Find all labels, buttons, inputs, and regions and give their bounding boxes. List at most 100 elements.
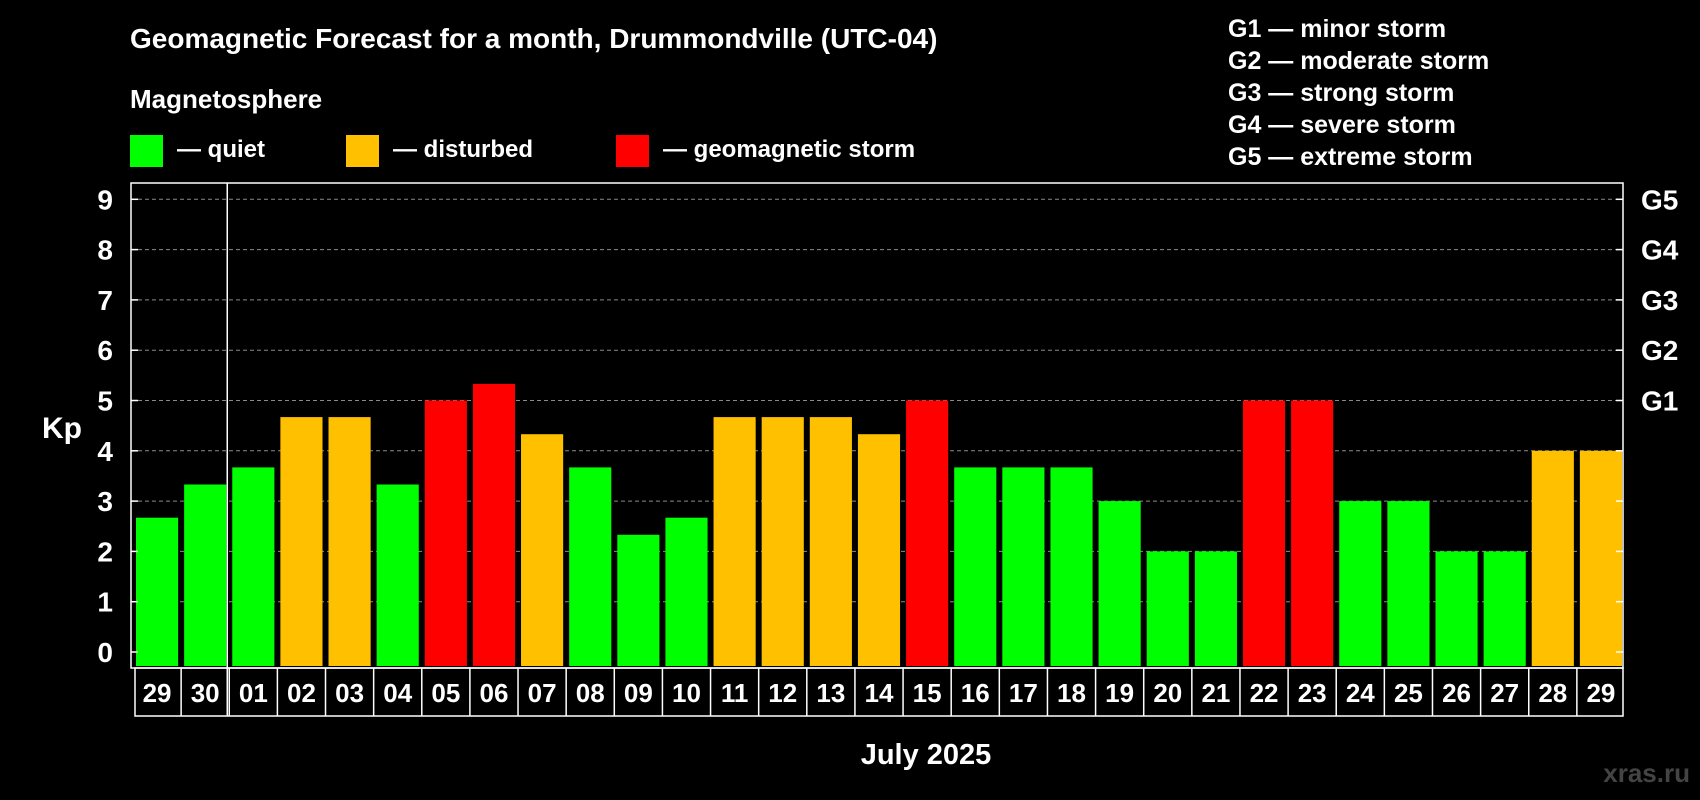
bar-10 (569, 467, 612, 666)
x-tick-label: 21 (1201, 678, 1230, 708)
x-tick-label: 25 (1394, 678, 1423, 708)
bar-15 (809, 417, 852, 666)
bar-5 (328, 417, 371, 666)
bar-8 (472, 383, 516, 666)
x-tick-label: 10 (672, 678, 701, 708)
x-axis-title: July 2025 (861, 739, 992, 771)
bar-13 (713, 417, 756, 666)
g-scale-label: G5 (1641, 184, 1678, 215)
y-tick-label: 8 (97, 235, 113, 266)
x-tick-label: 13 (816, 678, 845, 708)
legend-label-disturbed: — disturbed (393, 136, 533, 163)
legend-label-storm: — geomagnetic storm (663, 136, 915, 163)
x-tick-label: 29 (1586, 678, 1615, 708)
y-tick-label: 2 (97, 536, 113, 567)
y-axis-title: Kp (42, 412, 82, 445)
bar-17 (906, 400, 949, 666)
x-tick-label: 27 (1490, 678, 1519, 708)
bar-16 (857, 434, 901, 666)
chart-title: Geomagnetic Forecast for a month, Drummo… (130, 23, 937, 54)
g-scale-axis: G1 G2 G3 G4 G5 (1616, 184, 1679, 653)
x-tick-label: 30 (191, 678, 220, 708)
bar-30 (1531, 450, 1574, 666)
legend-label-quiet: — quiet (177, 136, 265, 163)
x-tick-label: 15 (913, 678, 942, 708)
x-tick-label: 22 (1250, 678, 1279, 708)
bar-11 (617, 534, 660, 666)
x-tick-label: 09 (624, 678, 653, 708)
x-tick-label: 17 (1009, 678, 1038, 708)
x-tick-label: 05 (431, 678, 460, 708)
x-tick-label: 11 (721, 678, 749, 708)
section-label: Magnetosphere (130, 84, 322, 114)
bar-28 (1435, 551, 1478, 666)
y-tick-label: 6 (97, 335, 113, 366)
bar-18 (954, 467, 997, 666)
legend-swatch-storm (616, 135, 649, 167)
y-tick-label: 0 (97, 637, 113, 668)
watermark: xras.ru (1603, 758, 1690, 788)
bar-24 (1242, 400, 1286, 666)
bar-2 (184, 484, 227, 666)
x-label-strip (134, 667, 1624, 717)
bar-7 (424, 400, 467, 666)
x-tick-label: 07 (528, 678, 557, 708)
storm-scale-legend: G1 — minor storm G2 — moderate storm G3 … (1228, 15, 1489, 171)
bar-4 (280, 417, 323, 666)
bar-6 (376, 484, 419, 666)
storm-scale-g4: G4 — severe storm (1228, 111, 1456, 139)
y-tick-label: 1 (97, 587, 113, 618)
x-tick-label: 12 (768, 678, 797, 708)
x-tick-label: 24 (1346, 678, 1375, 708)
x-tick-label: 23 (1298, 678, 1327, 708)
bar-14 (761, 417, 804, 666)
x-tick-label: 18 (1057, 678, 1086, 708)
x-tick-label: 16 (961, 678, 990, 708)
bar-31 (1579, 450, 1622, 666)
bar-26 (1339, 501, 1382, 666)
bar-21 (1098, 501, 1141, 666)
x-tick-label: 06 (480, 678, 509, 708)
y-tick-label: 7 (97, 285, 113, 316)
x-tick-label: 08 (576, 678, 605, 708)
storm-scale-g2: G2 — moderate storm (1228, 47, 1489, 75)
storm-scale-g1: G1 — minor storm (1228, 15, 1446, 43)
legend-swatch-disturbed (346, 135, 379, 167)
x-tick-label: 04 (383, 678, 412, 708)
bar-22 (1146, 551, 1189, 666)
legend-swatch-quiet (130, 135, 163, 167)
y-tick-label: 9 (97, 184, 113, 215)
y-axis: 0 1 2 3 4 5 6 7 8 9 (97, 184, 138, 668)
storm-scale-g3: G3 — strong storm (1228, 79, 1454, 107)
x-tick-label: 01 (239, 678, 268, 708)
x-tick-label: 26 (1442, 678, 1471, 708)
x-tick-label: 20 (1153, 678, 1182, 708)
y-tick-label: 5 (97, 386, 113, 417)
bar-20 (1050, 467, 1093, 666)
g-scale-label: G1 (1641, 386, 1678, 417)
g-scale-label: G2 (1641, 335, 1678, 366)
bar-23 (1194, 551, 1237, 666)
x-tick-label: 02 (287, 678, 316, 708)
x-tick-label: 03 (335, 678, 364, 708)
legend: — quiet — disturbed — geomagnetic storm (130, 135, 915, 167)
x-tick-label: 14 (865, 678, 894, 708)
g-scale-label: G4 (1641, 235, 1679, 266)
bar-25 (1291, 400, 1334, 666)
storm-scale-g5: G5 — extreme storm (1228, 143, 1473, 171)
x-axis: 29 30 01 02 03 04 05 06 07 08 09 10 11 12 13 14 15 16 17 18… (134, 667, 1624, 717)
bar-19 (1002, 467, 1045, 666)
bar-9 (521, 434, 564, 666)
x-tick-label: 28 (1538, 678, 1567, 708)
bar-3 (232, 467, 275, 666)
bar-1 (136, 517, 179, 666)
bar-29 (1483, 551, 1526, 666)
x-tick-label: 29 (143, 678, 172, 708)
y-tick-label: 4 (97, 436, 113, 467)
y-tick-label: 3 (97, 486, 113, 517)
x-tick-label: 19 (1105, 678, 1134, 708)
bars (136, 383, 1622, 666)
bar-27 (1387, 501, 1430, 666)
bar-12 (665, 517, 708, 666)
